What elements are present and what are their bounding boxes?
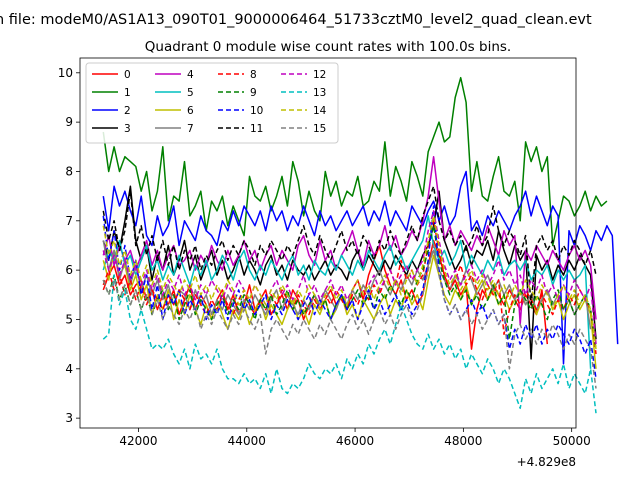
series-line-15	[102, 244, 597, 389]
series-line-14	[102, 215, 597, 350]
series-line-12	[102, 210, 597, 345]
legend-label-9: 9	[250, 87, 257, 99]
y-tick-label: 6	[65, 263, 73, 277]
series-line-5	[102, 215, 592, 369]
series-line-2	[102, 170, 619, 365]
legend-label-3: 3	[124, 123, 131, 135]
legend-label-10: 10	[250, 105, 263, 117]
legend-label-11: 11	[250, 123, 263, 135]
legend-label-0: 0	[124, 69, 131, 81]
legend-label-2: 2	[124, 105, 131, 117]
y-tick-label: 3	[65, 411, 73, 425]
x-tick-label: 48000	[444, 434, 482, 448]
y-tick-label: 8	[65, 164, 73, 178]
y-tick-label: 5	[65, 312, 73, 326]
series-line-8	[102, 220, 597, 355]
y-tick-label: 7	[65, 214, 73, 228]
legend-label-12: 12	[313, 69, 326, 81]
series-line-1	[102, 76, 608, 247]
x-tick-label: 44000	[228, 434, 266, 448]
x-offset-label: +4.829e8	[517, 455, 576, 469]
series-line-13	[102, 274, 597, 414]
series-line-11	[102, 185, 597, 306]
y-tick-label: 4	[65, 362, 73, 376]
legend-label-8: 8	[250, 69, 257, 81]
legend-label-14: 14	[313, 105, 327, 117]
series-line-3	[102, 185, 597, 360]
x-tick-label: 50000	[553, 434, 591, 448]
plot-frame	[79, 57, 577, 429]
legend-label-15: 15	[313, 123, 326, 135]
x-axis: 42000 44000 46000 48000 50000	[119, 428, 591, 448]
x-tick-label: 46000	[336, 434, 374, 448]
legend-label-1: 1	[124, 87, 131, 99]
legend-box	[85, 62, 339, 144]
y-axis: 3 4 5 6 7 8 9 10	[58, 66, 80, 425]
plot-lines	[102, 76, 619, 414]
y-tick-label: 10	[58, 66, 73, 80]
legend-label-4: 4	[187, 69, 194, 81]
legend-label-13: 13	[313, 87, 326, 99]
legend-label-5: 5	[187, 87, 194, 99]
legend-label-6: 6	[187, 105, 194, 117]
chart-title: Quadrant 0 module wise count rates with …	[145, 39, 511, 55]
y-tick-label: 9	[65, 115, 73, 129]
x-tick-label: 42000	[119, 434, 157, 448]
chart-suptitle: n file: modeM0/AS1A13_090T01_9000006464_…	[0, 12, 592, 28]
legend-label-7: 7	[187, 123, 194, 135]
series-line-10	[102, 205, 597, 379]
series-line-4	[102, 155, 597, 326]
